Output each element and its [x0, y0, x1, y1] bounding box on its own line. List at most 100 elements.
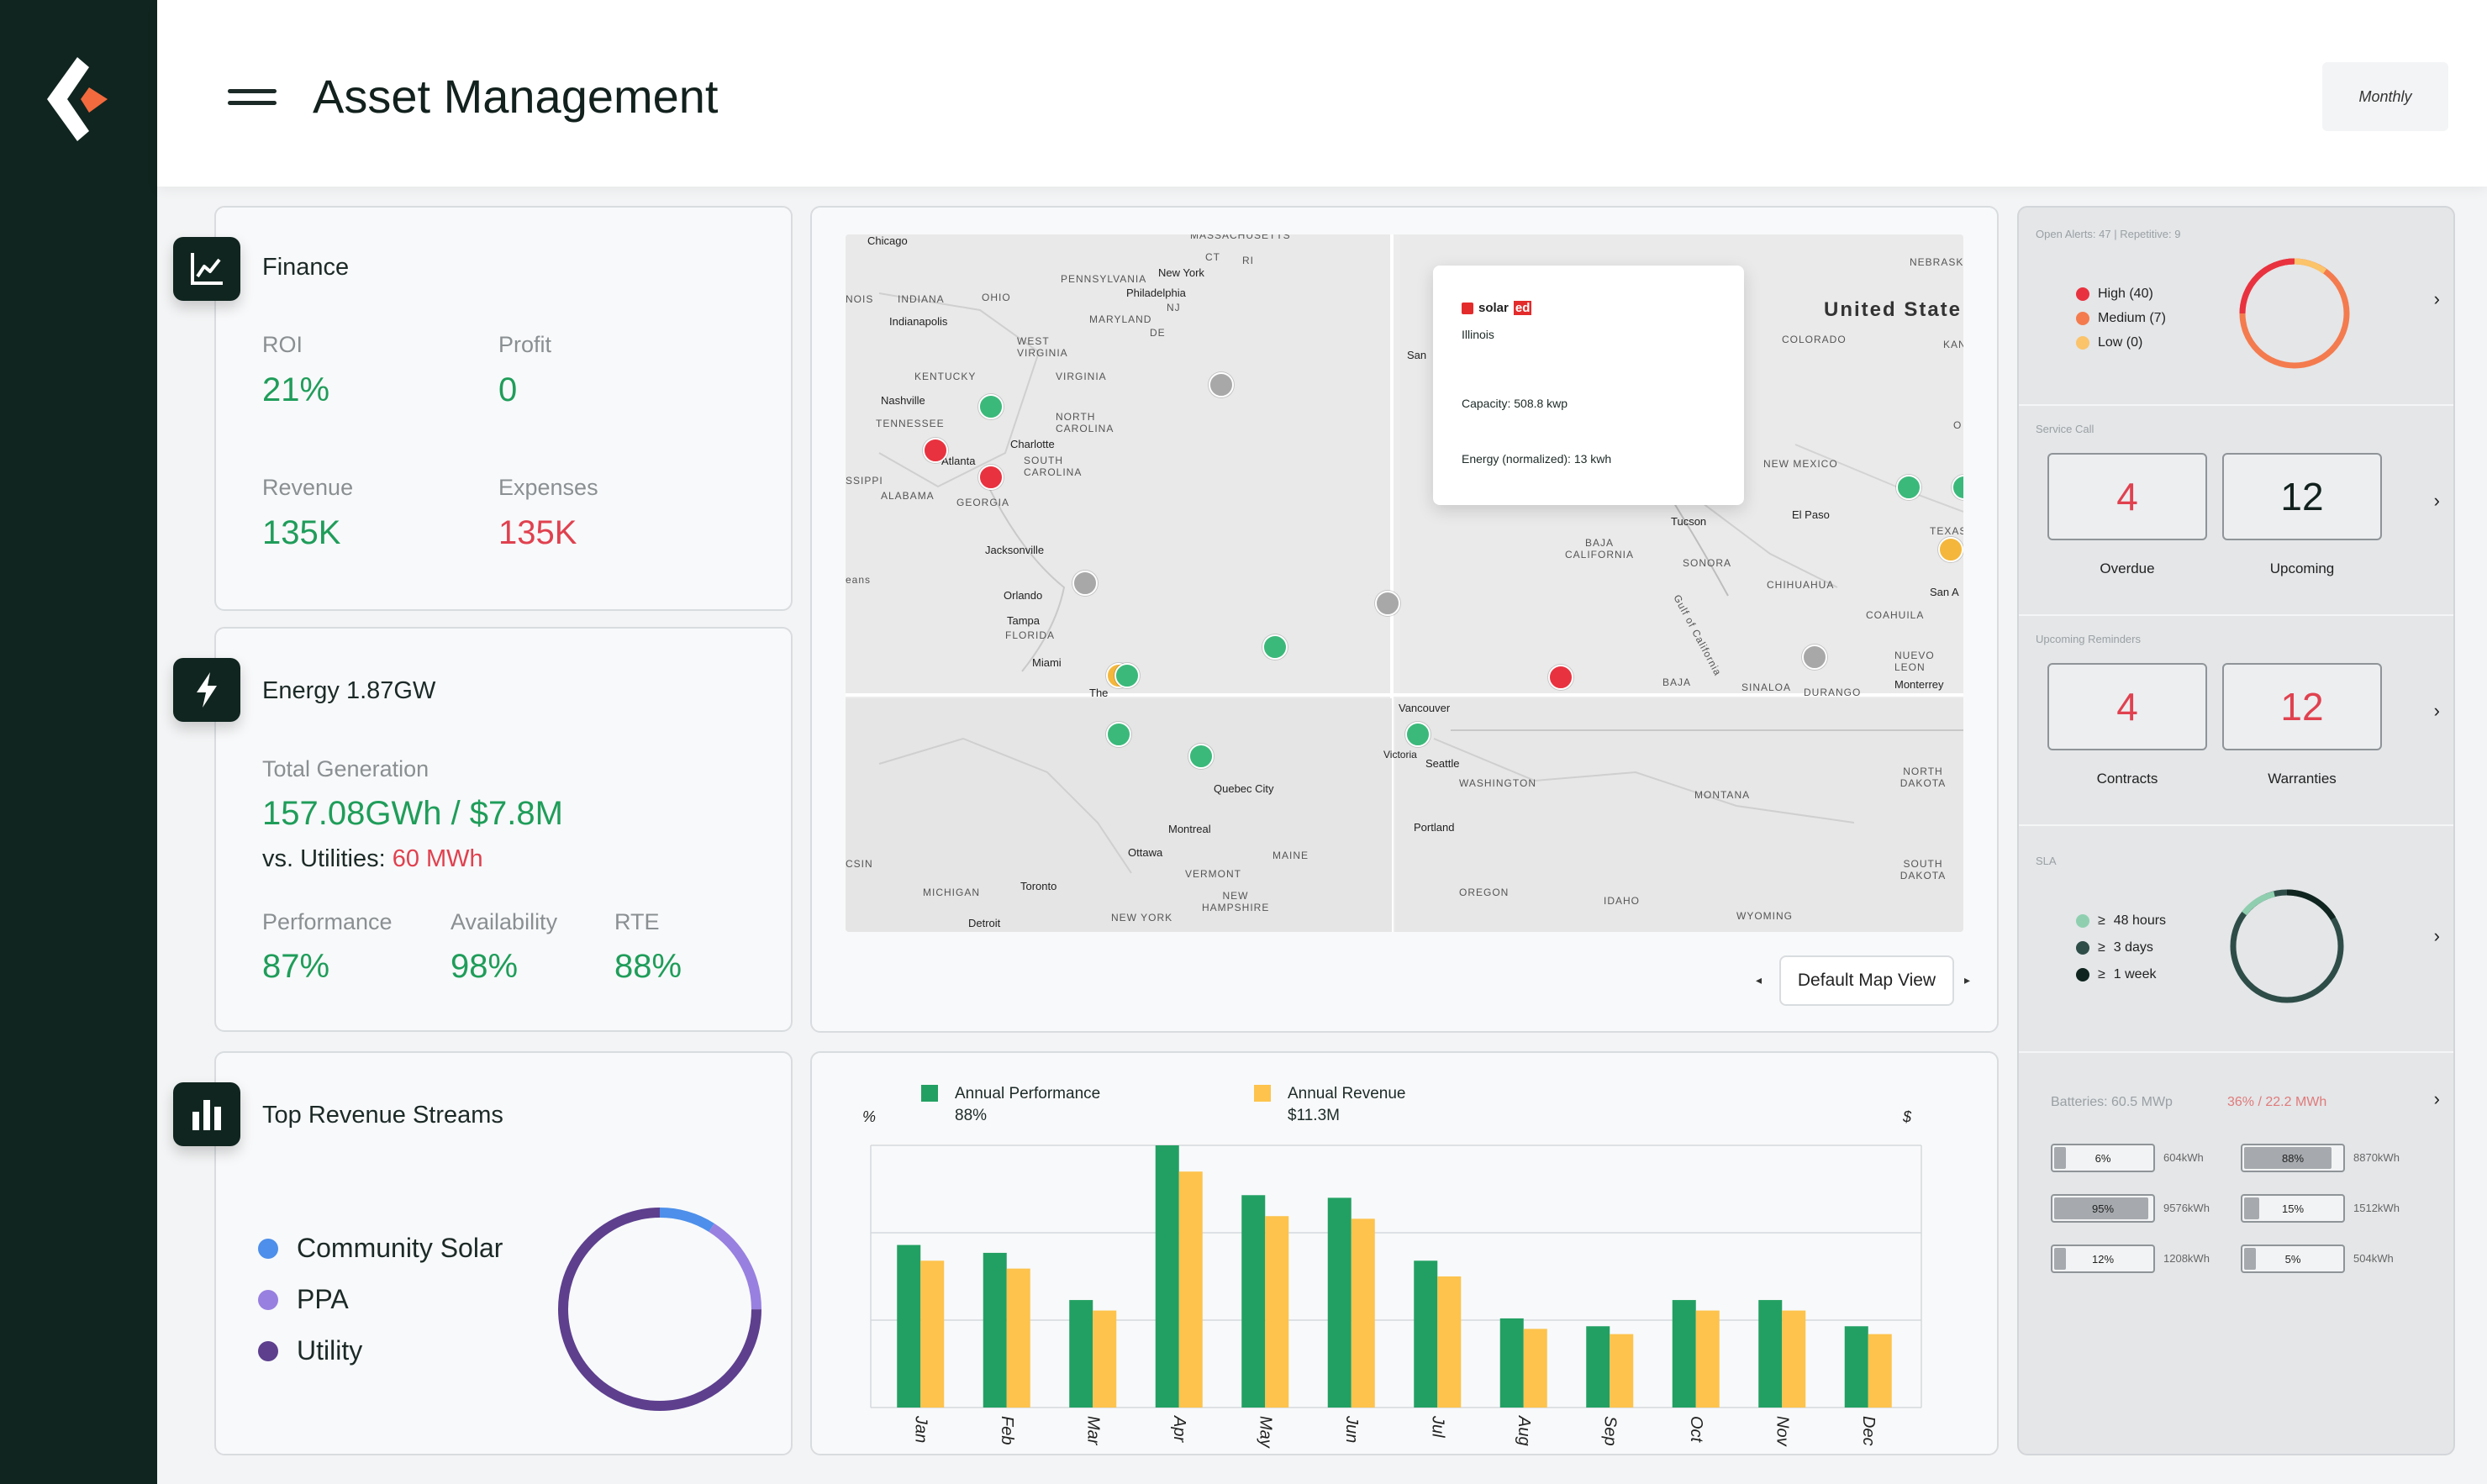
- legend-annual-performance: Annual Performance 88%: [921, 1083, 1100, 1127]
- bar-performance-sep[interactable]: [1586, 1326, 1610, 1408]
- map-label: KAN: [1943, 339, 1963, 350]
- community-solar-dot-icon: [258, 1238, 278, 1259]
- asset-pin[interactable]: [1262, 634, 1288, 660]
- asset-pin[interactable]: [1896, 475, 1921, 500]
- map-label: El Paso: [1792, 508, 1830, 521]
- map-label: NEW MEXICO: [1763, 458, 1838, 470]
- bar-revenue-apr[interactable]: [1178, 1171, 1203, 1408]
- bar-revenue-mar[interactable]: [1093, 1310, 1117, 1408]
- alerts-chevron-right-icon[interactable]: ›: [2433, 288, 2440, 309]
- service-call-chevron-right-icon[interactable]: ›: [2433, 490, 2440, 511]
- top-bar: Asset Management Monthly: [157, 0, 2487, 187]
- finance-card: Finance ROI 21% Profit 0 Revenue 135K Ex…: [214, 206, 793, 611]
- map-label: VERMONT: [1185, 868, 1241, 880]
- map-label: United State: [1824, 298, 1963, 321]
- warranties-count-box[interactable]: 12: [2222, 663, 2382, 750]
- asset-pin[interactable]: [1802, 645, 1827, 670]
- sla-section[interactable]: SLA ≥48 hours ≥3 days ≥1 week ›: [2019, 826, 2453, 1053]
- bar-performance-mar[interactable]: [1069, 1300, 1093, 1408]
- asset-pin[interactable]: [1938, 537, 1963, 562]
- bar-performance-aug[interactable]: [1499, 1318, 1524, 1408]
- sla-chevron-right-icon[interactable]: ›: [2433, 925, 2440, 946]
- asset-pin[interactable]: [978, 394, 1004, 419]
- batteries-chevron-right-icon[interactable]: ›: [2433, 1088, 2440, 1109]
- battery-bar[interactable]: 6%: [2051, 1144, 2155, 1172]
- bar-performance-dec[interactable]: [1844, 1326, 1868, 1408]
- bar-performance-oct[interactable]: [1672, 1300, 1696, 1408]
- asset-map[interactable]: Chicago MASSACHUSETTS CT RI New York PEN…: [846, 234, 1963, 932]
- bar-revenue-aug[interactable]: [1523, 1329, 1547, 1408]
- contracts-count-box[interactable]: 4: [2047, 663, 2207, 750]
- battery-fill: [2054, 1248, 2067, 1270]
- map-label: IDAHO: [1604, 895, 1641, 907]
- asset-pin[interactable]: [978, 465, 1004, 490]
- bar-revenue-feb[interactable]: [1006, 1268, 1030, 1408]
- map-label: Quebec City: [1214, 782, 1274, 795]
- map-label: NEW YORK: [1111, 912, 1173, 924]
- bar-revenue-jun[interactable]: [1351, 1218, 1375, 1408]
- page-title: Asset Management: [313, 70, 719, 123]
- bar-performance-jan[interactable]: [897, 1245, 921, 1408]
- default-map-view-button[interactable]: Default Map View: [1779, 955, 1954, 1006]
- map-label: Nashville: [881, 394, 925, 407]
- bar-revenue-oct[interactable]: [1695, 1310, 1720, 1408]
- x-tick-label: Aug: [1515, 1415, 1533, 1446]
- battery-percent: 5%: [2284, 1252, 2301, 1266]
- bar-performance-apr[interactable]: [1155, 1145, 1179, 1408]
- service-call-label: Service Call: [2036, 423, 2094, 435]
- battery-percent: 88%: [2281, 1151, 2305, 1165]
- battery-bar[interactable]: 12%: [2051, 1245, 2155, 1273]
- alert-high-label: High (40): [2098, 287, 2153, 301]
- asset-pin[interactable]: [1072, 571, 1098, 596]
- map-label: Atlanta: [941, 455, 976, 467]
- bar-performance-nov[interactable]: [1758, 1300, 1783, 1408]
- roi-value: 21%: [262, 371, 330, 408]
- bar-performance-feb[interactable]: [983, 1252, 1007, 1408]
- bar-revenue-may[interactable]: [1265, 1216, 1289, 1408]
- donut-segment-2: [558, 1208, 761, 1411]
- asset-pin[interactable]: [1188, 744, 1214, 769]
- overdue-count-box[interactable]: 4: [2047, 453, 2207, 540]
- bar-performance-may[interactable]: [1241, 1195, 1266, 1408]
- battery-bar[interactable]: 95%: [2051, 1194, 2155, 1223]
- bar-revenue-jan[interactable]: [920, 1260, 945, 1408]
- open-alerts-label: Open Alerts: 47 | Repetitive: 9: [2036, 228, 2181, 240]
- asset-pin[interactable]: [1106, 722, 1131, 747]
- map-label: PENNSYLVANIA: [1061, 273, 1147, 285]
- bar-performance-jul[interactable]: [1414, 1260, 1438, 1408]
- annual-performance-swatch-icon: [921, 1085, 938, 1102]
- battery-bar[interactable]: 15%: [2241, 1194, 2345, 1223]
- asset-pin[interactable]: [1209, 372, 1234, 397]
- x-tick-label: Feb: [998, 1416, 1016, 1445]
- map-view-next-icon[interactable]: ▸: [1964, 973, 1971, 987]
- bar-revenue-dec[interactable]: [1868, 1334, 1892, 1408]
- hamburger-menu-icon[interactable]: [228, 89, 277, 109]
- asset-pin[interactable]: [1375, 591, 1400, 616]
- bar-revenue-jul[interactable]: [1437, 1276, 1462, 1408]
- battery-kwh: 604kWh: [2163, 1151, 2204, 1164]
- upcoming-count-box[interactable]: 12: [2222, 453, 2382, 540]
- asset-popup[interactable]: solar ed Illinois Capacity: 508.8 kwp En…: [1433, 266, 1744, 505]
- period-selector-button[interactable]: Monthly: [2322, 62, 2448, 131]
- asset-pin[interactable]: [1114, 663, 1140, 688]
- bar-revenue-sep[interactable]: [1610, 1334, 1634, 1408]
- bar-revenue-nov[interactable]: [1782, 1310, 1806, 1408]
- reminders-chevron-right-icon[interactable]: ›: [2433, 700, 2440, 721]
- map-label: TENNESSEE: [876, 418, 945, 429]
- map-label: WYOMING: [1736, 910, 1793, 922]
- asset-pin[interactable]: [1405, 722, 1431, 747]
- map-view-prev-icon[interactable]: ◂: [1756, 973, 1763, 987]
- profit-value: 0: [498, 371, 518, 408]
- battery-percent: 15%: [2281, 1202, 2305, 1215]
- batteries-usage: 36% / 22.2 MWh: [2227, 1095, 2327, 1109]
- x-tick-label: Jun: [1342, 1415, 1361, 1443]
- open-alerts-section[interactable]: Open Alerts: 47 | Repetitive: 9 High (40…: [2019, 208, 2453, 406]
- map-label: VIRGINIA: [1056, 371, 1107, 382]
- battery-bar[interactable]: 5%: [2241, 1245, 2345, 1273]
- asset-pin[interactable]: [1548, 665, 1573, 690]
- brand-logo-icon[interactable]: [40, 54, 114, 145]
- alert-high: High (40): [2076, 287, 2153, 302]
- asset-pin[interactable]: [923, 438, 948, 463]
- battery-bar[interactable]: 88%: [2241, 1144, 2345, 1172]
- bar-performance-jun[interactable]: [1327, 1197, 1352, 1408]
